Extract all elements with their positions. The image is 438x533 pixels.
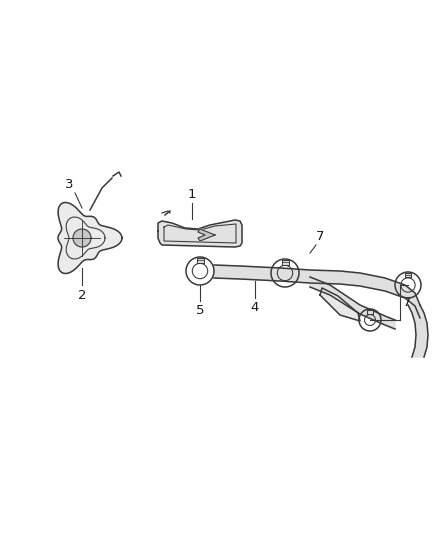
FancyBboxPatch shape <box>405 273 411 277</box>
Text: 7: 7 <box>403 296 411 310</box>
FancyBboxPatch shape <box>367 310 373 314</box>
Polygon shape <box>73 229 91 247</box>
Text: 1: 1 <box>188 188 196 201</box>
Polygon shape <box>408 305 428 357</box>
Text: 4: 4 <box>251 301 259 314</box>
FancyBboxPatch shape <box>197 257 204 263</box>
Polygon shape <box>198 229 215 241</box>
Polygon shape <box>320 288 360 321</box>
Text: 2: 2 <box>78 289 86 302</box>
Text: 3: 3 <box>64 178 73 191</box>
Text: 7: 7 <box>316 230 325 243</box>
Polygon shape <box>214 265 420 318</box>
Polygon shape <box>158 220 242 247</box>
Text: 5: 5 <box>196 304 204 317</box>
FancyBboxPatch shape <box>282 260 289 264</box>
Polygon shape <box>58 203 122 273</box>
Polygon shape <box>310 277 395 329</box>
